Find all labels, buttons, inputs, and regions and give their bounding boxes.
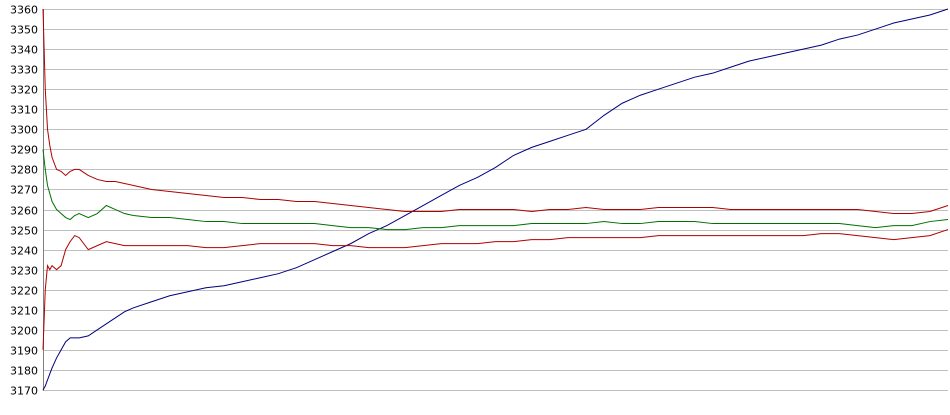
y-tick-label: 3340: [10, 44, 38, 57]
y-tick-label: 3230: [10, 265, 38, 278]
y-tick-label: 3220: [10, 285, 38, 298]
y-tick-labels: 3170 3180 3190 3200 3210 3220 3230 3240 3250 3260…: [10, 4, 38, 398]
y-tick-label: 3200: [10, 325, 38, 338]
series-line-4: [42, 229, 949, 350]
y-tick-label: 3320: [10, 84, 38, 97]
y-tick-label: 3310: [10, 104, 38, 117]
y-tick-label: 3280: [10, 164, 38, 177]
y-tick-label: 3250: [10, 225, 38, 238]
series-line-2: [42, 8, 949, 215]
horizontal-gridlines: [43, 9, 948, 391]
y-tick-label: 3350: [10, 24, 38, 37]
y-tick-label: 3300: [10, 124, 38, 137]
y-tick-label: 3360: [10, 4, 38, 17]
y-tick-label: 3210: [10, 305, 38, 318]
y-tick-label: 3190: [10, 345, 38, 358]
y-tick-label: 3330: [10, 64, 38, 77]
y-tick-label: 3270: [10, 184, 38, 197]
series-line-3: [42, 149, 949, 231]
y-tick-label: 3260: [10, 205, 38, 218]
y-tick-label: 3240: [10, 245, 38, 258]
y-tick-label: 3170: [10, 385, 38, 398]
series-lines: [42, 8, 949, 391]
y-tick-label: 3180: [10, 365, 38, 378]
y-tick-label: 3290: [10, 144, 38, 157]
series-line-1: [42, 8, 949, 391]
